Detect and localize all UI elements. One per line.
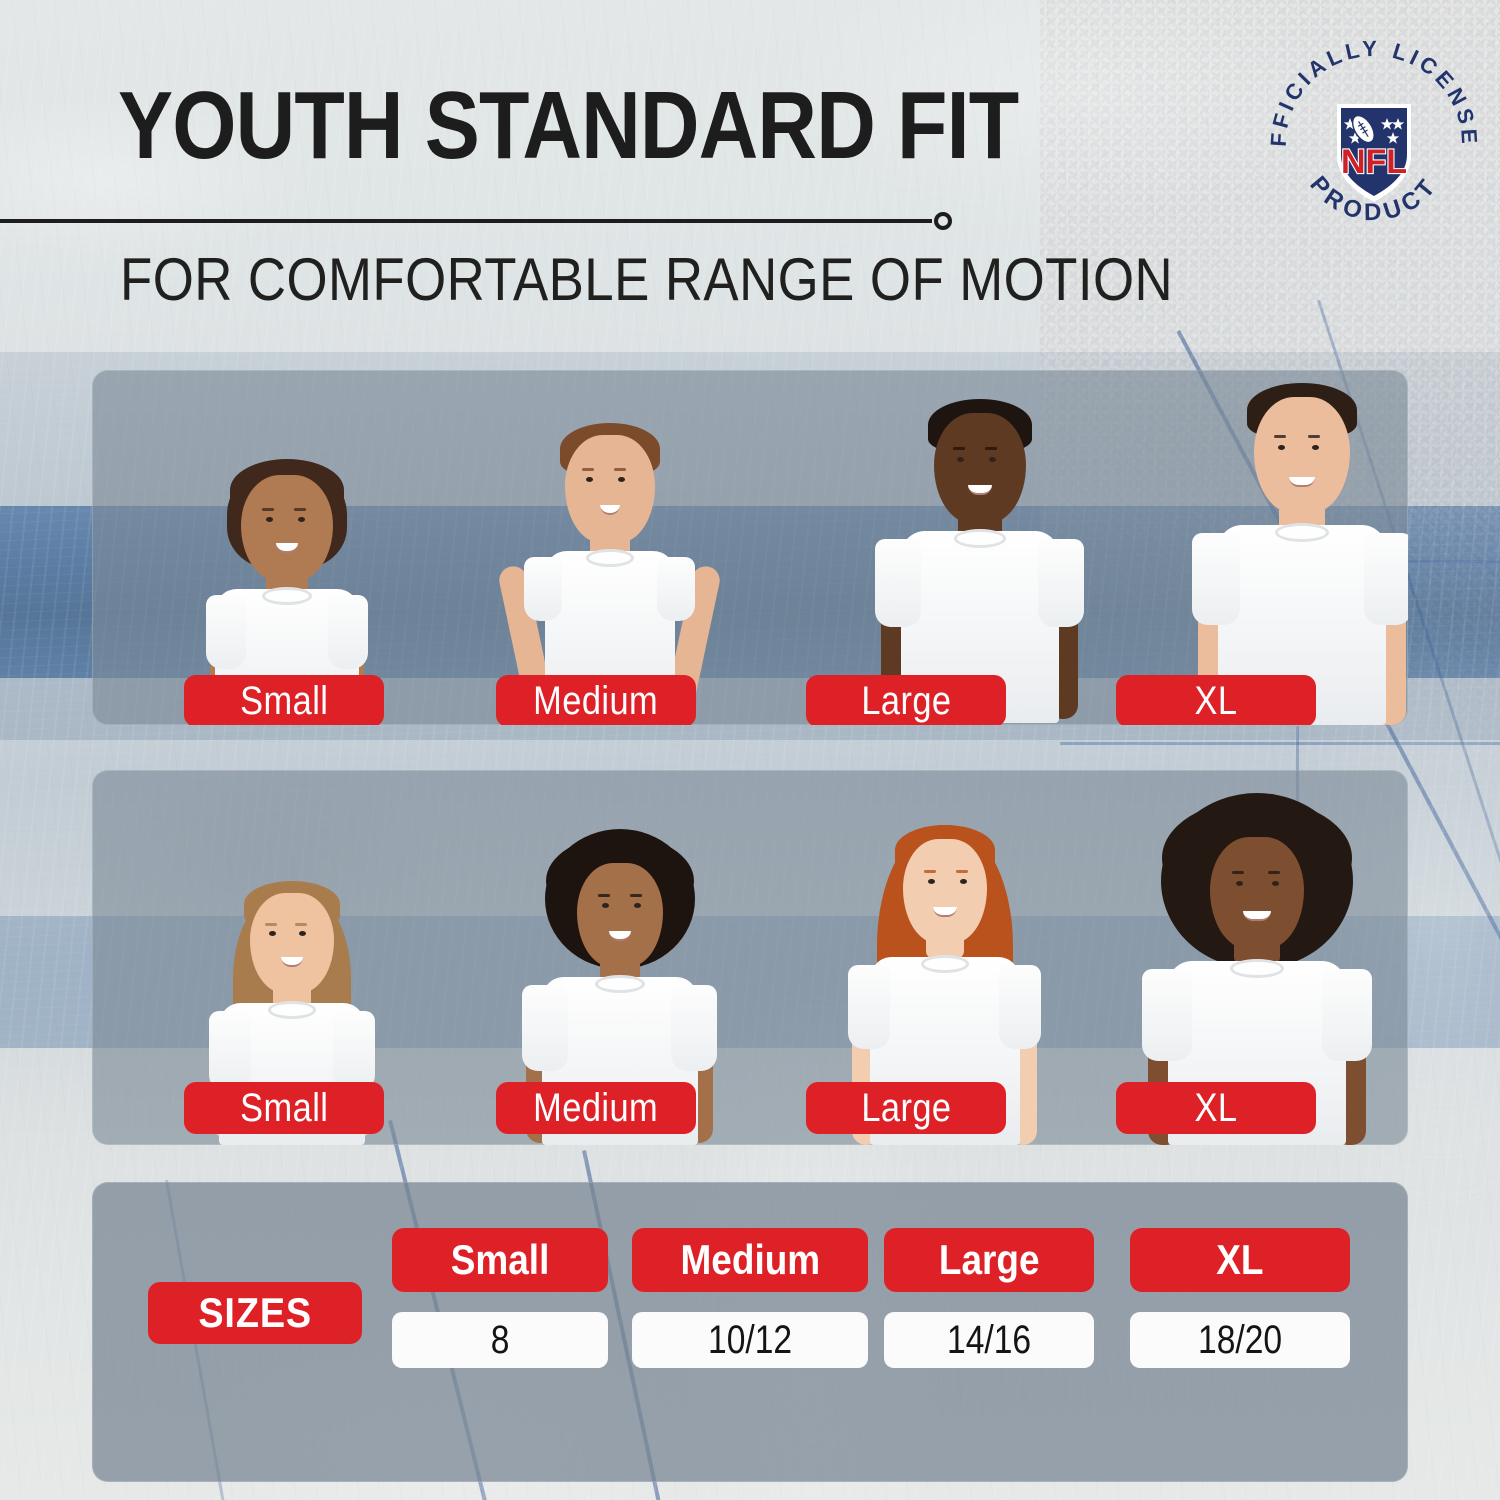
size-label-girls-large: Large [806, 1082, 1006, 1134]
sizes-row-label-text: SIZES [198, 1289, 312, 1336]
sizes-value-text: 18/20 [1197, 1318, 1283, 1362]
girls-panel-inner: Small Medium Large XL [92, 770, 1408, 1145]
model-boy-large [867, 385, 1092, 725]
sizes-row-label: SIZES [148, 1282, 362, 1344]
sizes-header-xl: XL [1130, 1228, 1350, 1292]
size-label-boys-medium: Medium [496, 675, 696, 725]
page-subtitle: FOR COMFORTABLE RANGE OF MOTION [120, 246, 1174, 313]
girls-size-panel: Small Medium Large XL [92, 770, 1408, 1145]
size-label-text: Small [239, 1086, 329, 1130]
size-label-text: Medium [533, 1086, 659, 1130]
nfl-wordmark: NFL [1341, 143, 1407, 181]
size-label-text: XL [1194, 679, 1238, 723]
sizes-value-xl: 18/20 [1130, 1312, 1350, 1368]
sizes-value-text: 14/16 [946, 1318, 1032, 1362]
boys-size-panel: Small Medium Large XL [92, 370, 1408, 725]
sizes-header-medium: Medium [632, 1228, 868, 1292]
sizes-header-small: Small [392, 1228, 608, 1292]
size-label-boys-large: Large [806, 675, 1006, 725]
sizes-header-text: Large [938, 1236, 1040, 1283]
model-boy-xl [1182, 373, 1408, 725]
size-label-text: Large [860, 679, 952, 723]
size-label-text: Small [239, 679, 329, 723]
boys-panel-inner: Small Medium Large XL [92, 370, 1408, 725]
size-label-girls-xl: XL [1116, 1082, 1316, 1134]
sizes-header-large: Large [884, 1228, 1094, 1292]
sizes-header-text: Small [450, 1236, 550, 1283]
sizes-value-text: 10/12 [707, 1318, 793, 1362]
sizes-value-small: 8 [392, 1312, 608, 1368]
nfl-licensed-badge: OFFICIALLY LICENSED PRODUCT [1268, 38, 1480, 250]
sizes-header-text: Medium [680, 1236, 820, 1283]
size-label-girls-medium: Medium [496, 1082, 696, 1134]
divider-rule [0, 219, 932, 223]
divider-endpoint-dot-icon [934, 212, 952, 230]
title-divider [0, 212, 952, 230]
page-title: YOUTH STANDARD FIT [118, 72, 1019, 179]
sizes-value-large: 14/16 [884, 1312, 1094, 1368]
size-label-girls-small: Small [184, 1082, 384, 1134]
size-label-text: XL [1194, 1086, 1238, 1130]
size-label-boys-xl: XL [1116, 675, 1316, 725]
nfl-shield-icon: NFL [1337, 104, 1411, 202]
size-label-text: Medium [533, 679, 659, 723]
field-line-horizontal-1 [1060, 742, 1500, 745]
size-label-boys-small: Small [184, 675, 384, 725]
size-label-text: Large [860, 1086, 952, 1130]
sizes-header-text: XL [1216, 1236, 1264, 1283]
model-boy-small [192, 425, 382, 725]
sizes-value-medium: 10/12 [632, 1312, 868, 1368]
sizes-value-text: 8 [490, 1318, 510, 1362]
